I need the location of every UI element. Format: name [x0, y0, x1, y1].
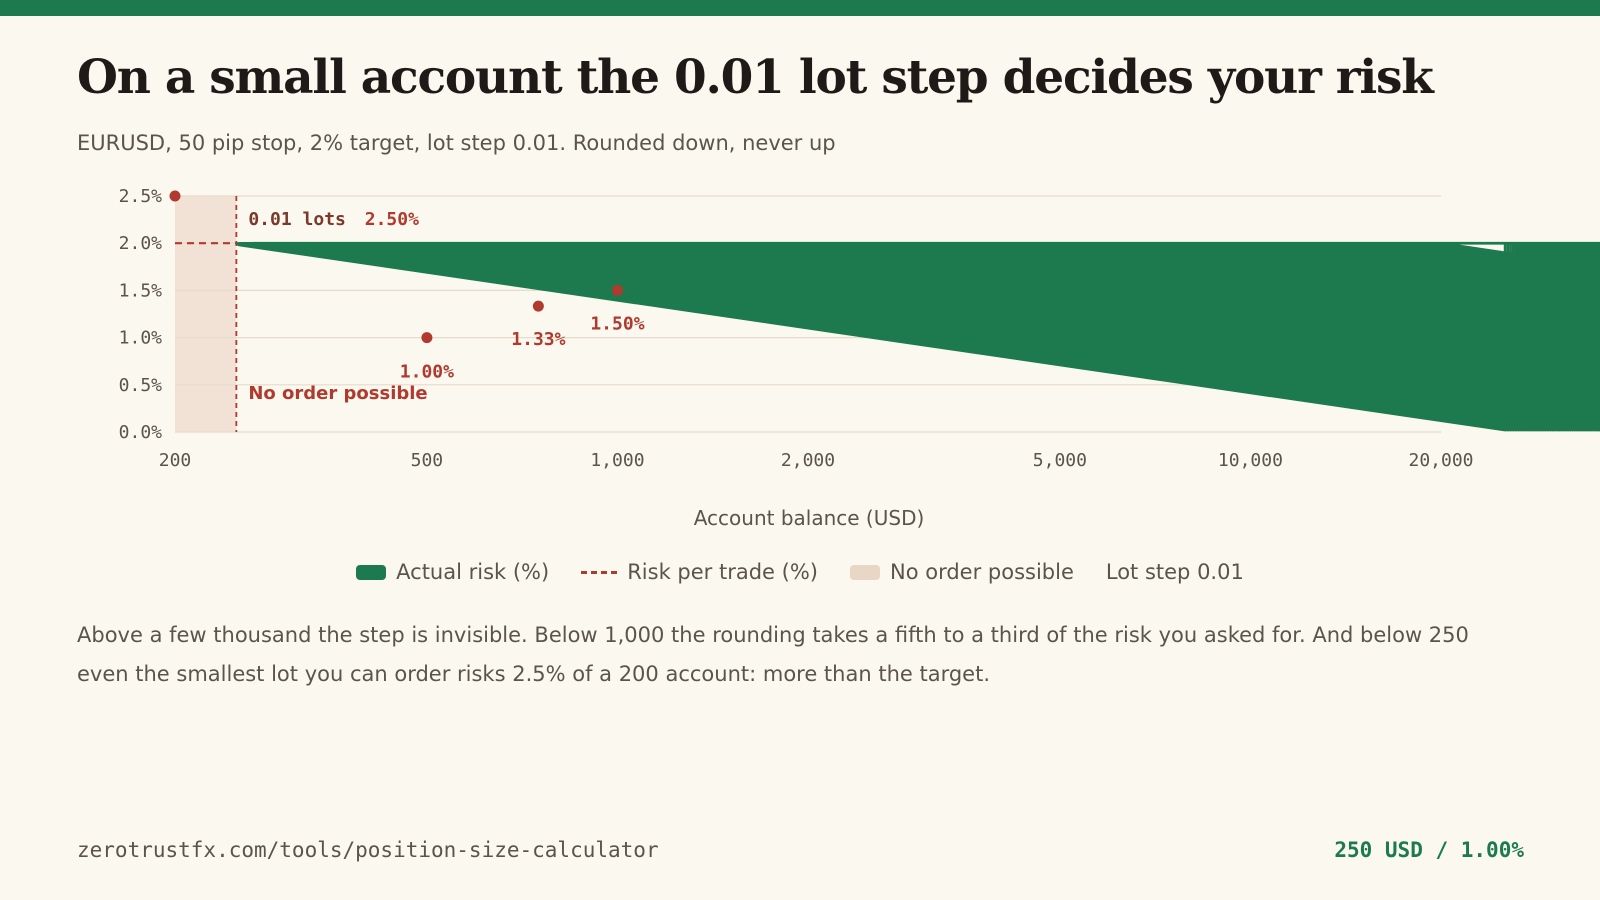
- x-tick-label: 200: [159, 450, 192, 471]
- x-tick-label: 10,000: [1218, 450, 1283, 471]
- legend-item-step: Lot step 0.01: [1106, 560, 1244, 584]
- no-order-label: No order possible: [248, 383, 427, 404]
- footer-stat: 250 USD / 1.00%: [1334, 838, 1524, 862]
- legend-swatch-target: [581, 570, 618, 574]
- page-subtitle: EURUSD, 50 pip stop, 2% target, lot step…: [77, 131, 836, 155]
- top-accent-bar: [0, 0, 1600, 16]
- actual-risk-line: [235, 241, 1600, 432]
- legend-swatch-actual: [356, 564, 387, 580]
- highlight-point: [421, 332, 433, 344]
- highlight-point: [532, 300, 544, 312]
- y-tick-label: 1.5%: [119, 280, 163, 301]
- highlight-point: [611, 284, 623, 296]
- highlight-point-label: 1.33%: [511, 329, 565, 350]
- legend-item-target: Risk per trade (%): [581, 560, 818, 584]
- y-tick-label: 0.5%: [119, 375, 163, 396]
- legend-swatch-band: [849, 564, 880, 580]
- y-tick-label: 2.0%: [119, 233, 163, 254]
- legend-item-actual: Actual risk (%): [356, 560, 549, 584]
- no-order-band: [175, 196, 237, 432]
- y-tick-label: 1.0%: [119, 328, 163, 349]
- min-lot-value-text: 2.50%: [365, 209, 419, 230]
- x-tick-label: 500: [411, 450, 444, 471]
- legend-label-actual: Actual risk (%): [396, 560, 550, 584]
- x-tick-label: 5,000: [1033, 450, 1087, 471]
- min-lot-lots-text: 0.01 lots: [248, 209, 346, 230]
- highlight-points: 1.00% 1.33% 1.50%: [169, 190, 645, 383]
- page-title: On a small account the 0.01 lot step dec…: [77, 50, 1434, 105]
- legend-item-band: No order possible: [849, 560, 1074, 584]
- highlight-point: [169, 190, 181, 202]
- legend-label-step: Lot step 0.01: [1105, 560, 1244, 584]
- y-tick-label: 0.0%: [119, 422, 163, 443]
- min-lot-annotation: 0.01 lots 2.50%: [248, 209, 419, 230]
- y-tick-label: 2.5%: [119, 186, 163, 207]
- x-tick-label: 20,000: [1408, 450, 1473, 471]
- footer-url: zerotrustfx.com/tools/position-size-calc…: [77, 838, 659, 862]
- x-tick-label: 1,000: [590, 450, 644, 471]
- x-axis-ticks: 200 500 1,000 2,000 5,000 10,000 20,000: [159, 450, 1474, 471]
- x-axis-label: Account balance (USD): [694, 506, 925, 530]
- explanation-note: Above a few thousand the step is invisib…: [77, 623, 1469, 686]
- x-tick-label: 2,000: [781, 450, 835, 471]
- legend-label-target: Risk per trade (%): [627, 560, 818, 584]
- highlight-point-label: 1.00%: [400, 362, 454, 383]
- y-axis-ticks: 0.0% 0.5% 1.0% 1.5% 2.0% 2.5%: [119, 186, 163, 443]
- legend-label-band: No order possible: [889, 560, 1074, 584]
- chart-legend: Actual risk (%) Risk per trade (%) No or…: [0, 560, 1600, 584]
- highlight-point-label: 1.50%: [590, 313, 644, 334]
- risk-chart: 0.0% 0.5% 1.0% 1.5% 2.0% 2.5% 200 500 1,000 2,00…: [119, 186, 1600, 530]
